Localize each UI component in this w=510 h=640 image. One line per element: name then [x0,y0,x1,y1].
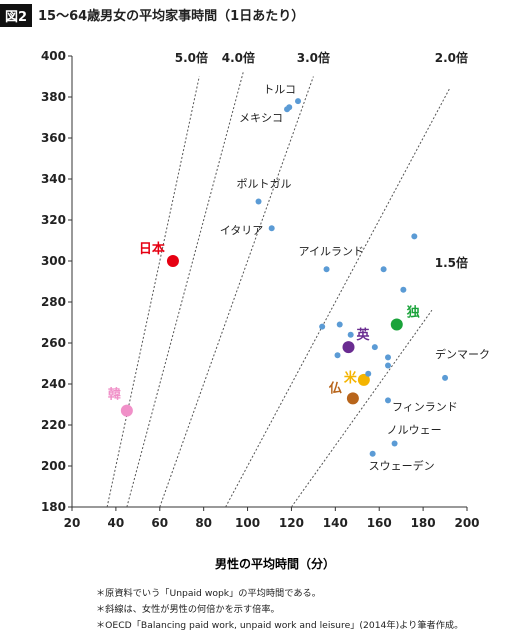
data-point-メキシコ [284,106,291,113]
ratio-line-label: 5.0倍 [175,50,208,65]
ratio-line [126,72,244,508]
data-point-ポルトガル [255,198,262,205]
ratio-line-label: 1.5倍 [435,255,468,270]
data-point-label: スウェーデン [369,459,435,473]
y-tick-label: 200 [41,459,66,473]
ratio-line [159,76,314,508]
data-point [371,344,378,351]
data-point [347,331,354,338]
data-point-イタリア [268,225,275,232]
x-tick-label: 160 [367,516,392,530]
y-tick-label: 300 [41,254,66,268]
x-tick-label: 20 [64,516,81,530]
data-point-label: 仏 [329,381,342,396]
ratio-line [106,76,200,508]
figure-title: 15〜64歳男女の平均家事時間（1日あたり） [38,9,305,24]
data-point-label: ノルウェー [387,423,442,436]
footnote: ＊原資料でいう「Unpaid wopk」の平均時間である。 [96,588,321,599]
data-point [334,352,341,359]
data-point-label: トルコ [263,83,296,96]
x-tick-label: 200 [454,516,479,530]
figure-badge: 図2 [0,4,33,27]
y-tick-label: 260 [41,336,66,350]
y-tick-label: 180 [41,500,66,514]
y-tick-label: 340 [41,172,66,186]
data-point-label: 米 [344,370,358,386]
y-tick-label: 240 [41,377,66,391]
data-point-label: 日本 [139,241,165,257]
data-point [336,321,343,328]
y-tick-label: 360 [41,131,66,145]
footnote: ＊斜線は、女性が男性の何倍かを示す倍率。 [96,604,280,615]
data-point-アイルランド [323,266,330,273]
data-point [319,323,326,330]
data-point-label: ポルトガル [237,178,292,191]
data-point-デンマーク [442,374,449,381]
y-tick-label: 320 [41,213,66,227]
data-point [385,354,391,361]
x-tick-label: 40 [108,516,125,530]
x-tick-label: 120 [279,516,304,530]
data-point-仏 [346,392,359,405]
data-point-米 [357,373,370,386]
ratio-lines: 5.0倍 4.0倍 3.0倍 2.0倍 1.5倍 [106,50,468,508]
x-tick-label: 100 [235,516,260,530]
x-tick-label: 60 [151,516,168,530]
data-point-英 [342,341,355,354]
x-tick-label: 180 [411,516,436,530]
data-point-label: 韓 [108,387,121,403]
data-point-label: 英 [356,327,371,343]
data-point [365,370,372,377]
data-point-label: デンマーク [435,347,490,361]
ratio-line [225,88,450,508]
data-point-独 [390,318,403,331]
ratio-line-label: 4.0倍 [222,50,255,65]
data-point-フィンランド [385,397,391,404]
data-point [380,266,387,273]
chart-axes: 180 200 220 240 260 280 300 320 340 360 380 400 20 40… [41,49,480,530]
y-tick-label: 220 [41,418,66,432]
data-point-日本 [166,255,179,267]
data-point [400,286,407,293]
ratio-line-label: 3.0倍 [297,50,330,65]
figure-header: 図2 15〜64歳男女の平均家事時間（1日あたり） [0,0,510,27]
data-point-ノルウェー [391,440,398,447]
data-point-label: アイルランド [299,245,364,258]
data-point-トルコ [295,98,302,105]
ratio-line-label: 2.0倍 [435,50,468,65]
y-tick-label: 280 [41,295,66,309]
x-tick-label: 80 [195,516,212,530]
data-point [385,362,391,369]
footnotes: ＊原資料でいう「Unpaid wopk」の平均時間である。 ＊斜線は、女性が男性… [96,586,463,634]
x-axis-label: 男性の平均時間（分） [215,556,335,571]
footnote: ＊OECD「Balancing paid work, unpaid work a… [96,620,464,631]
ratio-line [291,309,433,508]
data-point-label: フィンランド [392,400,458,413]
y-tick-label: 380 [41,90,66,104]
data-point [411,233,418,240]
data-point-スウェーデン [369,450,376,457]
y-tick-label: 400 [41,49,66,63]
data-point-label: メキシコ [239,111,283,124]
data-point-label: 独 [407,305,420,321]
data-point-label: イタリア [220,224,264,237]
x-tick-label: 140 [323,516,348,530]
data-point-韓 [120,404,133,417]
